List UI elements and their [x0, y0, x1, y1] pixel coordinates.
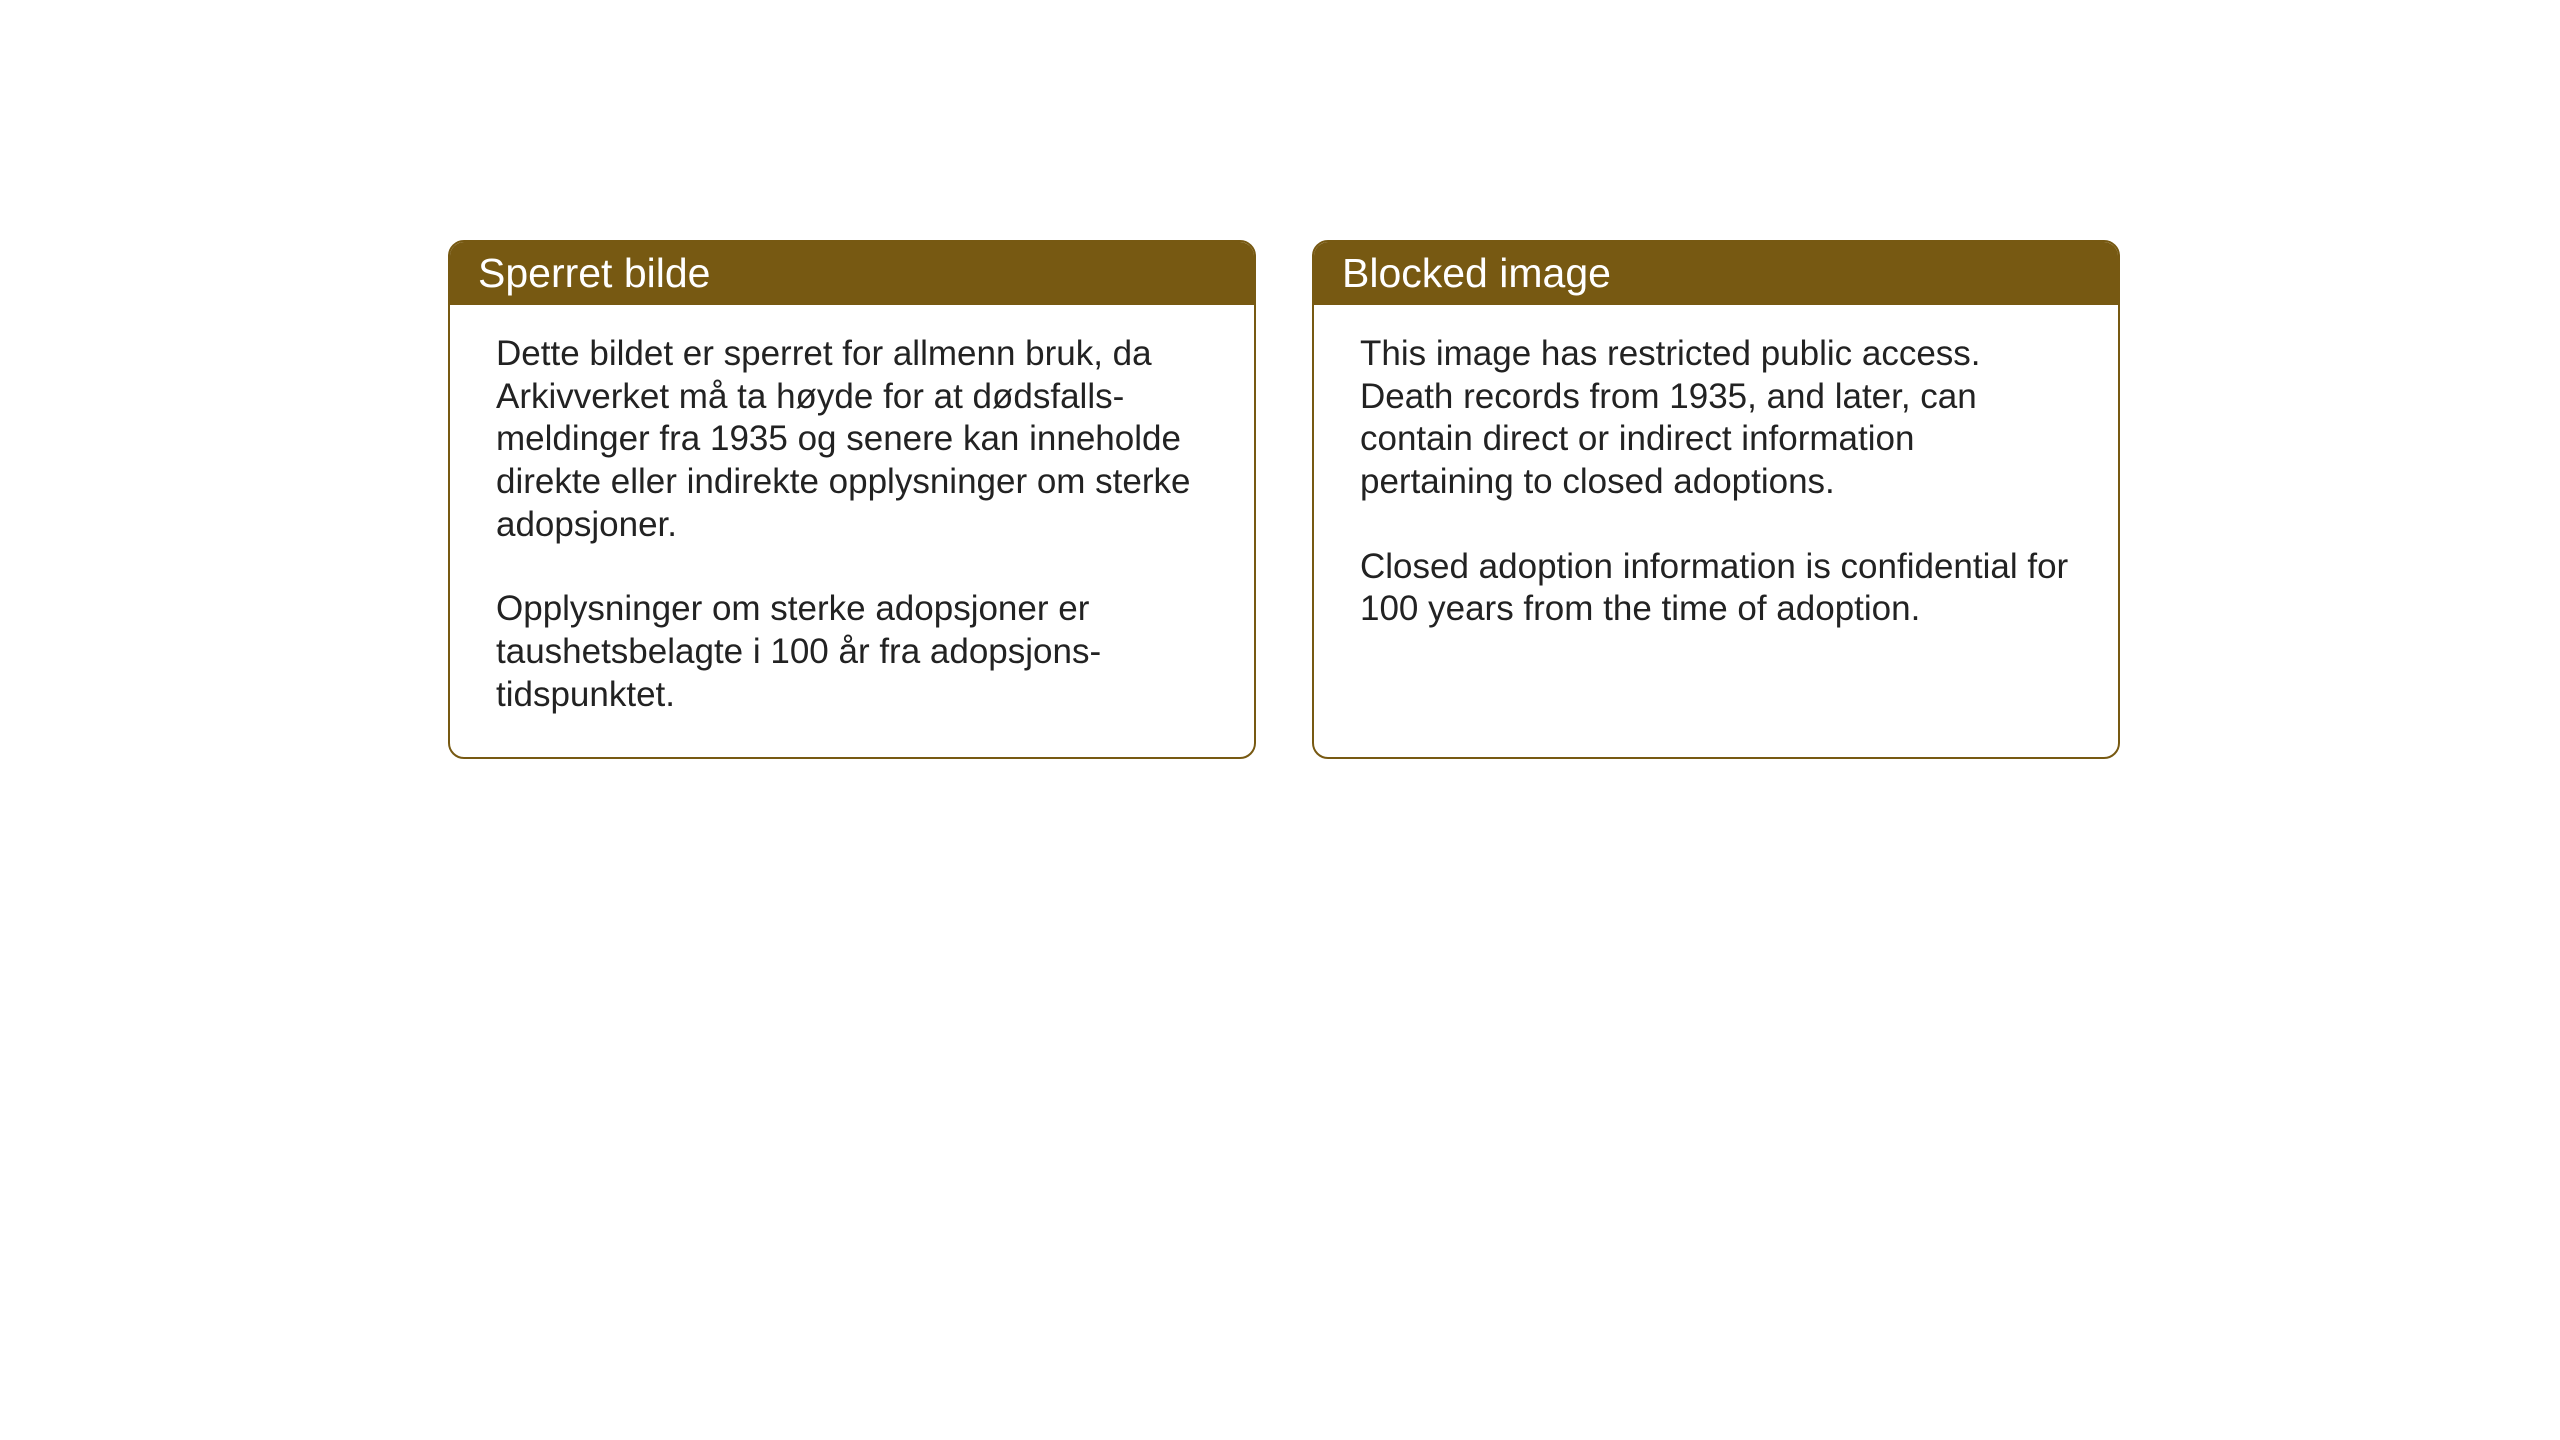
english-card-title: Blocked image [1314, 242, 2118, 305]
english-paragraph-1: This image has restricted public access.… [1360, 333, 2072, 504]
norwegian-card-title: Sperret bilde [450, 242, 1254, 305]
english-card-body: This image has restricted public access.… [1314, 305, 2118, 671]
english-card: Blocked image This image has restricted … [1312, 240, 2120, 759]
norwegian-paragraph-1: Dette bildet er sperret for allmenn bruk… [496, 333, 1208, 546]
norwegian-card: Sperret bilde Dette bildet er sperret fo… [448, 240, 1256, 759]
cards-container: Sperret bilde Dette bildet er sperret fo… [0, 0, 2560, 759]
norwegian-card-body: Dette bildet er sperret for allmenn bruk… [450, 305, 1254, 757]
norwegian-paragraph-2: Opplysninger om sterke adopsjoner er tau… [496, 588, 1208, 716]
english-paragraph-2: Closed adoption information is confident… [1360, 546, 2072, 631]
